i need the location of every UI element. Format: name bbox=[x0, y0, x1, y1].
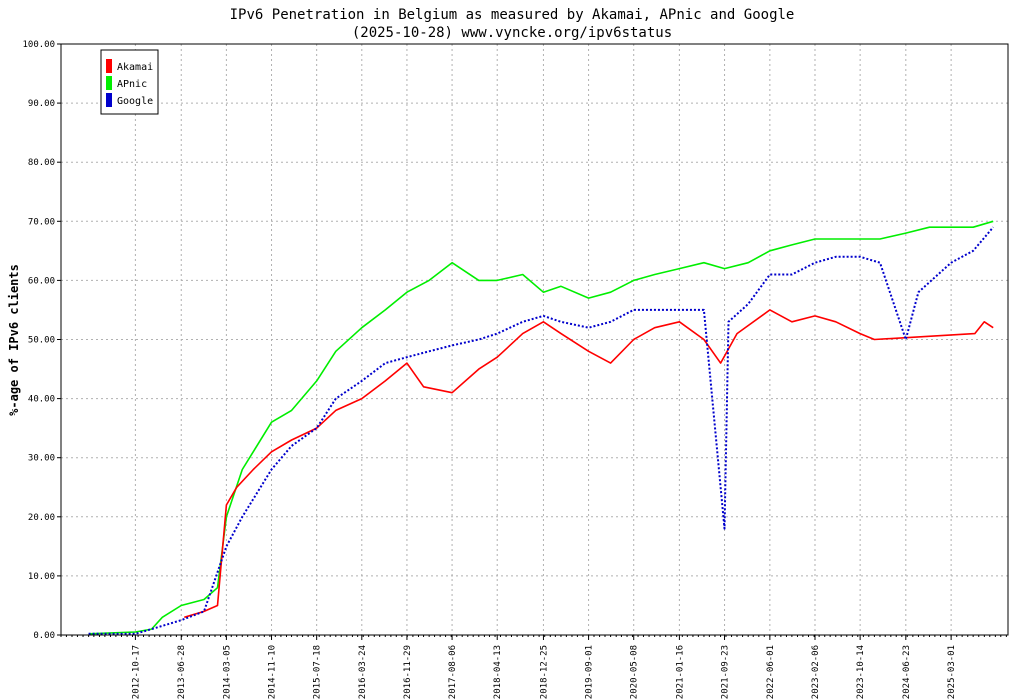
y-tick-label: 20.00 bbox=[28, 513, 55, 523]
y-tick-label: 80.00 bbox=[28, 158, 55, 168]
x-tick-label: 2019-09-01 bbox=[585, 645, 595, 699]
x-tick-label: 2023-10-14 bbox=[856, 645, 866, 699]
legend-label-apnic: APnic bbox=[117, 79, 147, 90]
series-line-akamai bbox=[184, 309, 994, 619]
y-tick-label: 30.00 bbox=[28, 454, 55, 464]
chart-title: IPv6 Penetration in Belgium as measured … bbox=[230, 7, 795, 23]
x-tick-label: 2020-05-08 bbox=[630, 645, 640, 699]
legend: Akamai APnic Google bbox=[100, 49, 159, 115]
x-tick-label: 2015-07-18 bbox=[313, 645, 323, 699]
legend-swatch-apnic bbox=[106, 76, 112, 90]
y-tick-label: 60.00 bbox=[28, 276, 55, 286]
legend-swatch-google bbox=[106, 93, 112, 107]
plot-area bbox=[61, 44, 1008, 635]
x-tick-label: 2014-11-10 bbox=[268, 645, 278, 699]
x-tick-label: 2025-03-01 bbox=[947, 645, 957, 699]
x-tick-label: 2024-06-23 bbox=[902, 645, 912, 699]
x-tick-label: 2021-01-16 bbox=[675, 645, 685, 699]
y-tick-label: 100.00 bbox=[22, 40, 55, 50]
y-tick-label: 40.00 bbox=[28, 395, 55, 405]
x-tick-label: 2014-03-05 bbox=[222, 645, 232, 699]
x-tick-label: 2016-11-29 bbox=[403, 645, 413, 699]
x-tick-label: 2013-06-28 bbox=[177, 645, 187, 699]
series-layer bbox=[88, 220, 994, 635]
x-tick-label: 2018-12-25 bbox=[539, 645, 549, 699]
x-tick-label: 2021-09-23 bbox=[721, 645, 731, 699]
y-axis: 0.00 10.00 20.00 30.00 40.00 50.00 60.00 70.00 8… bbox=[22, 40, 61, 641]
y-tick-label: 10.00 bbox=[28, 572, 55, 582]
y-tick-label: 90.00 bbox=[28, 99, 55, 109]
x-tick-label: 2012-10-17 bbox=[131, 645, 141, 699]
grid-layer bbox=[61, 44, 1008, 635]
legend-label-akamai: Akamai bbox=[117, 62, 153, 73]
y-tick-label: 70.00 bbox=[28, 217, 55, 227]
y-axis-title: %-age of IPv6 clients bbox=[7, 264, 21, 416]
chart-subtitle: (2025-10-28) www.vyncke.org/ipv6status bbox=[352, 25, 672, 41]
x-tick-label: 2018-04-13 bbox=[493, 645, 503, 699]
series-line-google bbox=[88, 226, 994, 635]
x-tick-label: 2022-06-01 bbox=[766, 645, 776, 699]
x-tick-label: 2023-02-06 bbox=[811, 645, 821, 699]
y-tick-label: 50.00 bbox=[28, 336, 55, 346]
x-tick-label: 2016-03-24 bbox=[358, 645, 368, 699]
legend-swatch-akamai bbox=[106, 59, 112, 73]
x-tick-label: 2017-08-06 bbox=[448, 645, 458, 699]
x-axis: 2012-10-17 2013-06-28 2014-03-05 2014-11-10… bbox=[60, 635, 1007, 699]
legend-label-google: Google bbox=[117, 96, 153, 107]
y-tick-label: 0.00 bbox=[33, 631, 55, 641]
